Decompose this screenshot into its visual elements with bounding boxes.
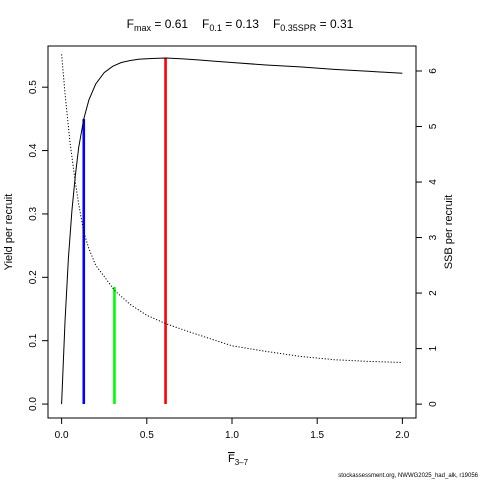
yield-curve xyxy=(61,57,403,405)
x-tick-label: 0.0 xyxy=(55,430,69,441)
title-subscript: 0.1 xyxy=(209,23,222,33)
y-axis-left: 0.0 0.1 0.2 0.3 0.4 0.5 xyxy=(28,80,48,411)
chart-title: Fmax = 0.61 F0.1 = 0.13 F0.35SPR = 0.31 xyxy=(127,17,354,33)
title-value: = 0.61 xyxy=(151,17,188,31)
title-value: = 0.13 xyxy=(222,17,259,31)
title-subscript: max xyxy=(134,23,152,33)
y-axis-left-label: Yield per recruit xyxy=(3,194,15,271)
x-tick-label: 1.0 xyxy=(225,430,239,441)
x-label-symbol: F xyxy=(228,453,235,465)
title-symbol: F xyxy=(127,17,134,31)
curves xyxy=(61,54,403,405)
y-right-tick-label: 2 xyxy=(428,290,439,296)
y-left-tick-label: 0.3 xyxy=(28,207,39,221)
x-axis: 0.0 0.5 1.0 1.5 2.0 xyxy=(55,418,410,441)
reference-lines xyxy=(82,58,167,405)
title-text: Fmax = 0.61 F0.1 = 0.13 F0.35SPR = 0.31 xyxy=(127,17,354,33)
title-symbol: F xyxy=(273,17,280,31)
title-symbol: F xyxy=(202,17,209,31)
x-tick-label: 2.0 xyxy=(395,430,409,441)
y-axis-right-label: SSB per recruit xyxy=(443,195,455,270)
y-right-tick-label: 6 xyxy=(428,68,439,74)
y-axis-right: 0 1 2 3 4 5 6 xyxy=(416,68,439,407)
x-axis-label-text: F3–7 xyxy=(228,453,249,467)
y-left-tick-label: 0.0 xyxy=(28,397,39,411)
x-tick-label: 1.5 xyxy=(310,430,324,441)
source-note: stockassessment.org, NWWG2025_had_alk, r… xyxy=(338,473,478,479)
y-right-tick-label: 1 xyxy=(428,345,439,351)
y-right-tick-label: 3 xyxy=(428,234,439,240)
y-left-tick-label: 0.2 xyxy=(28,270,39,284)
y-right-tick-label: 5 xyxy=(428,123,439,129)
x-label-subscript: 3–7 xyxy=(235,458,249,467)
title-subscript: 0.35SPR xyxy=(280,23,317,33)
y-left-tick-label: 0.1 xyxy=(28,333,39,347)
x-axis-label: F3–7 xyxy=(228,453,249,467)
ssb-curve xyxy=(61,54,403,363)
plot-frame xyxy=(47,45,417,419)
y-left-tick-label: 0.4 xyxy=(28,143,39,157)
y-left-tick-label: 0.5 xyxy=(28,80,39,94)
y-right-tick-label: 0 xyxy=(428,401,439,407)
title-value: = 0.31 xyxy=(316,17,353,31)
y-right-tick-label: 4 xyxy=(428,179,439,185)
x-tick-label: 0.5 xyxy=(140,430,154,441)
